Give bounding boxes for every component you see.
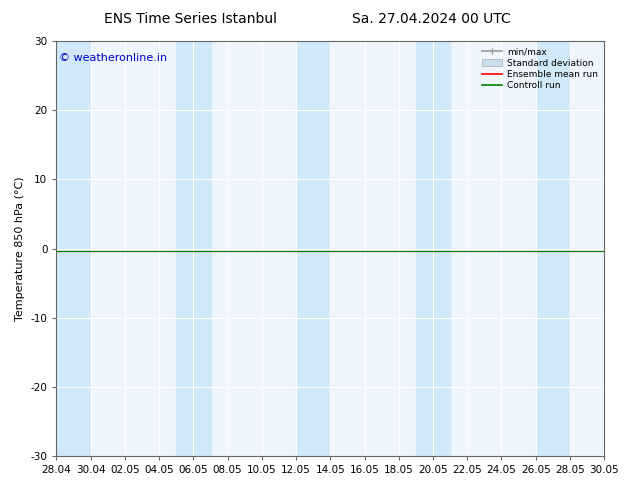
Bar — [56, 41, 91, 456]
Text: © weatheronline.in: © weatheronline.in — [59, 53, 167, 64]
Text: ENS Time Series Istanbul: ENS Time Series Istanbul — [104, 12, 276, 26]
Legend: min/max, Standard deviation, Ensemble mean run, Controll run: min/max, Standard deviation, Ensemble me… — [481, 46, 600, 92]
Y-axis label: Temperature 850 hPa (°C): Temperature 850 hPa (°C) — [15, 176, 25, 321]
Text: Sa. 27.04.2024 00 UTC: Sa. 27.04.2024 00 UTC — [352, 12, 510, 26]
Bar — [536, 41, 570, 456]
Bar — [416, 41, 450, 456]
Bar — [176, 41, 210, 456]
Bar — [296, 41, 330, 456]
